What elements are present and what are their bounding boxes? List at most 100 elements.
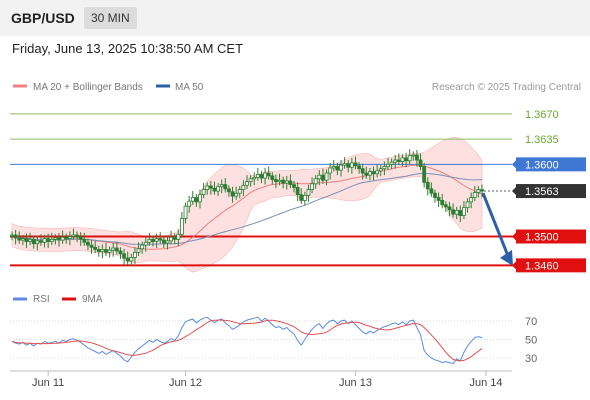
x-tick-label: Jun 11: [32, 377, 64, 389]
level-label-1.3635: 1.3635: [525, 134, 559, 146]
candle-body: [234, 192, 239, 197]
candle-body: [476, 189, 481, 193]
candle-body: [248, 178, 253, 183]
ma50-legend-label: MA 50: [175, 82, 204, 93]
candle: [342, 157, 347, 169]
candle-body: [357, 165, 361, 170]
candle: [237, 186, 242, 199]
candle: [339, 160, 343, 177]
candle-body: [411, 154, 416, 157]
candle-body: [400, 157, 405, 162]
candle: [78, 232, 83, 246]
candle-body: [255, 174, 260, 178]
timeframe-button[interactable]: 30 MIN: [84, 7, 137, 29]
rsi-tick-label-50: 50: [525, 335, 537, 347]
candle: [375, 164, 380, 178]
candle-body: [245, 181, 249, 186]
candle-body: [378, 168, 383, 172]
candle: [400, 154, 405, 167]
level-badge-1.3500: [516, 229, 586, 244]
candle-body: [331, 166, 336, 169]
rsi-ma9-line: [11, 319, 483, 362]
candle-body: [28, 238, 32, 242]
candle: [49, 232, 54, 246]
candle: [151, 235, 155, 247]
candle: [24, 233, 29, 249]
candle-body: [306, 189, 311, 196]
candle: [205, 182, 210, 195]
candle: [299, 188, 304, 205]
candle: [89, 240, 94, 254]
candle-body: [386, 163, 390, 167]
candle-body: [24, 238, 29, 242]
candle-body: [176, 233, 181, 240]
candle-body: [465, 201, 470, 209]
candle: [382, 161, 387, 176]
candle: [310, 177, 314, 194]
candle: [28, 232, 32, 246]
candle-body: [57, 237, 61, 241]
candle-body: [118, 250, 123, 255]
candle-body: [20, 238, 25, 241]
candle-body: [371, 171, 376, 175]
candle: [201, 183, 206, 199]
candle-body: [396, 159, 401, 162]
candle: [433, 189, 437, 203]
candle-body: [241, 184, 246, 191]
legend: MA 20 + Bollinger Bands MA 50 Research ©…: [13, 82, 581, 93]
candle: [39, 234, 43, 246]
x-tick-label: Jun 13: [339, 377, 372, 389]
candle-body: [335, 166, 340, 171]
candle-body: [96, 249, 101, 253]
candle: [476, 186, 481, 198]
candle: [418, 153, 423, 171]
candle-body: [295, 187, 300, 196]
level-badge-pointer-1.3500: [512, 232, 516, 241]
candle-body: [165, 240, 170, 244]
forecast-arrow: [481, 192, 513, 266]
candle: [165, 235, 170, 250]
candle-body: [198, 194, 202, 203]
candle: [458, 205, 463, 223]
candle: [371, 166, 376, 181]
candle: [53, 234, 58, 245]
candle-body: [462, 207, 466, 216]
candle: [378, 165, 383, 176]
candle: [274, 174, 278, 189]
candle-body: [277, 179, 282, 183]
candle: [42, 235, 47, 248]
candle: [270, 172, 275, 185]
candle-body: [190, 197, 195, 202]
candle-body: [346, 163, 351, 168]
candle-body: [64, 236, 69, 240]
candle-body: [111, 247, 116, 251]
candle: [10, 231, 14, 241]
candle-body: [133, 251, 137, 258]
candle: [161, 236, 166, 249]
candle: [480, 184, 484, 198]
rsi-tick-label-70: 70: [525, 316, 537, 328]
candle-body: [404, 157, 408, 162]
level-label-1.3460: 1.3460: [525, 260, 559, 272]
candle: [169, 230, 173, 245]
candle-body: [230, 191, 235, 197]
forecast-arrow-shaft: [481, 192, 510, 257]
candle-body: [147, 238, 152, 243]
candle: [245, 175, 249, 189]
candle-body: [429, 188, 434, 194]
candle-body: [324, 172, 329, 181]
candle: [451, 203, 455, 218]
candle-body: [125, 257, 130, 262]
candle: [194, 193, 199, 207]
candle-body: [454, 210, 459, 215]
candle-body: [433, 192, 437, 198]
candle-body: [60, 236, 65, 241]
candle: [368, 167, 372, 181]
candle-body: [129, 257, 134, 262]
timestamp: Friday, June 13, 2025 10:38:50 AM CET: [12, 41, 244, 56]
candle-body: [227, 188, 231, 193]
candle-body: [469, 197, 474, 203]
candle-body: [107, 249, 112, 253]
candle-body: [339, 164, 343, 171]
candle-body: [292, 184, 296, 188]
